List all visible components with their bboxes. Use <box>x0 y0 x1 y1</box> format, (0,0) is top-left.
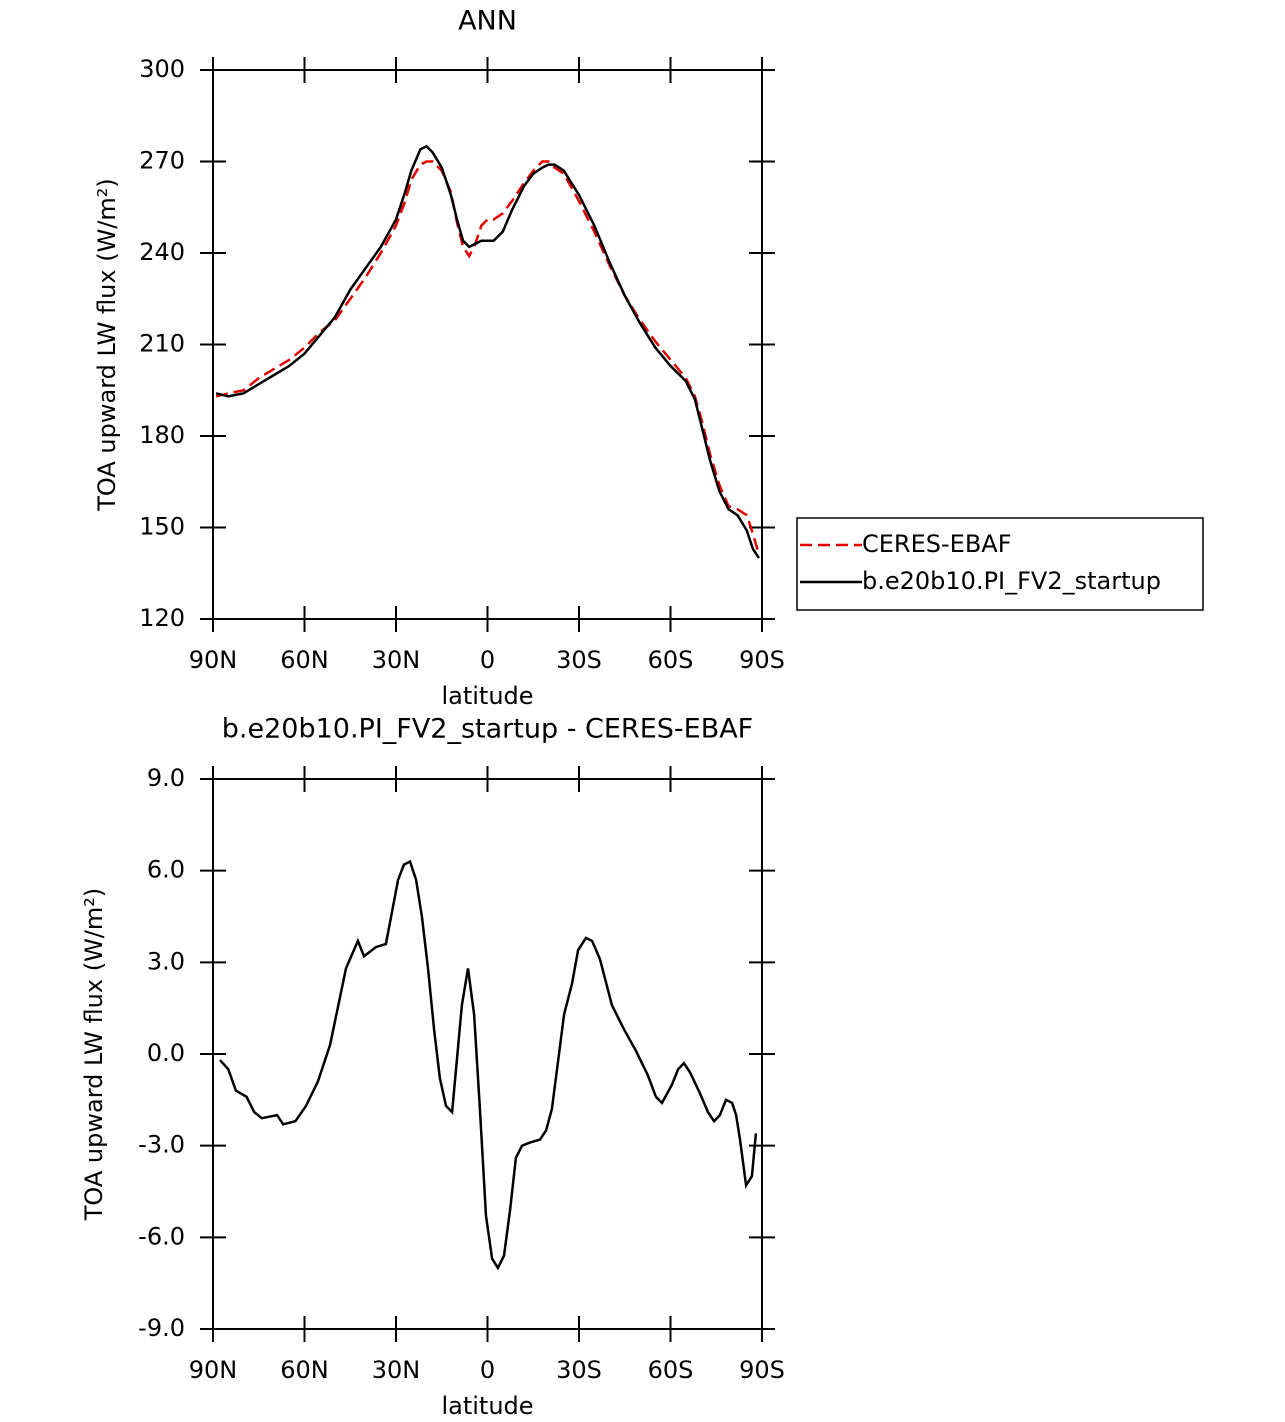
plot-frame <box>212 69 763 620</box>
legend-label: CERES-EBAF <box>862 530 1012 558</box>
y-tick-label: -9.0 <box>138 1314 185 1342</box>
y-tick-label: 270 <box>139 147 185 175</box>
x-tick-label: 60N <box>280 1356 329 1384</box>
x-tick-label: 30S <box>556 1356 602 1384</box>
y-axis-label: TOA upward LW flux (W/m²) <box>80 888 108 1222</box>
y-tick-label: 210 <box>139 330 185 358</box>
data-line <box>215 160 761 556</box>
x-tick-label: 30S <box>556 646 602 674</box>
y-tick-label: 3.0 <box>147 947 185 975</box>
data-line <box>219 859 758 1271</box>
x-tick-label: 90S <box>739 646 785 674</box>
legend-box <box>796 517 1204 611</box>
chart-title: b.e20b10.PI_FV2_startup - CERES-EBAF <box>222 714 753 745</box>
x-tick-label: 60S <box>648 646 694 674</box>
x-tick-label: 90S <box>739 1356 785 1384</box>
x-tick-label: 90N <box>189 1356 238 1384</box>
y-tick-label: 150 <box>139 513 185 541</box>
x-tick-label: 30N <box>372 1356 421 1384</box>
data-line <box>215 144 761 559</box>
x-tick-label: 60S <box>648 1356 694 1384</box>
x-axis-label: latitude <box>441 682 533 710</box>
chart-title: ANN <box>458 6 517 37</box>
x-tick-label: 30N <box>372 646 421 674</box>
y-tick-label: -3.0 <box>138 1131 185 1159</box>
y-tick-label: 300 <box>139 55 185 83</box>
x-tick-label: 0 <box>480 1356 495 1384</box>
plot-frame <box>212 778 763 1330</box>
y-tick-label: 240 <box>139 238 185 266</box>
x-tick-label: 60N <box>280 646 329 674</box>
y-tick-label: 9.0 <box>147 764 185 792</box>
y-tick-label: 120 <box>139 604 185 632</box>
legend-label: b.e20b10.PI_FV2_startup <box>862 567 1161 595</box>
y-tick-label: 6.0 <box>147 856 185 884</box>
y-tick-label: 0.0 <box>147 1039 185 1067</box>
y-tick-label: 180 <box>139 421 185 449</box>
x-tick-label: 0 <box>480 646 495 674</box>
x-tick-label: 90N <box>189 646 238 674</box>
x-axis-label: latitude <box>441 1392 533 1420</box>
y-axis-label: TOA upward LW flux (W/m²) <box>93 178 121 512</box>
y-tick-label: -6.0 <box>138 1222 185 1250</box>
